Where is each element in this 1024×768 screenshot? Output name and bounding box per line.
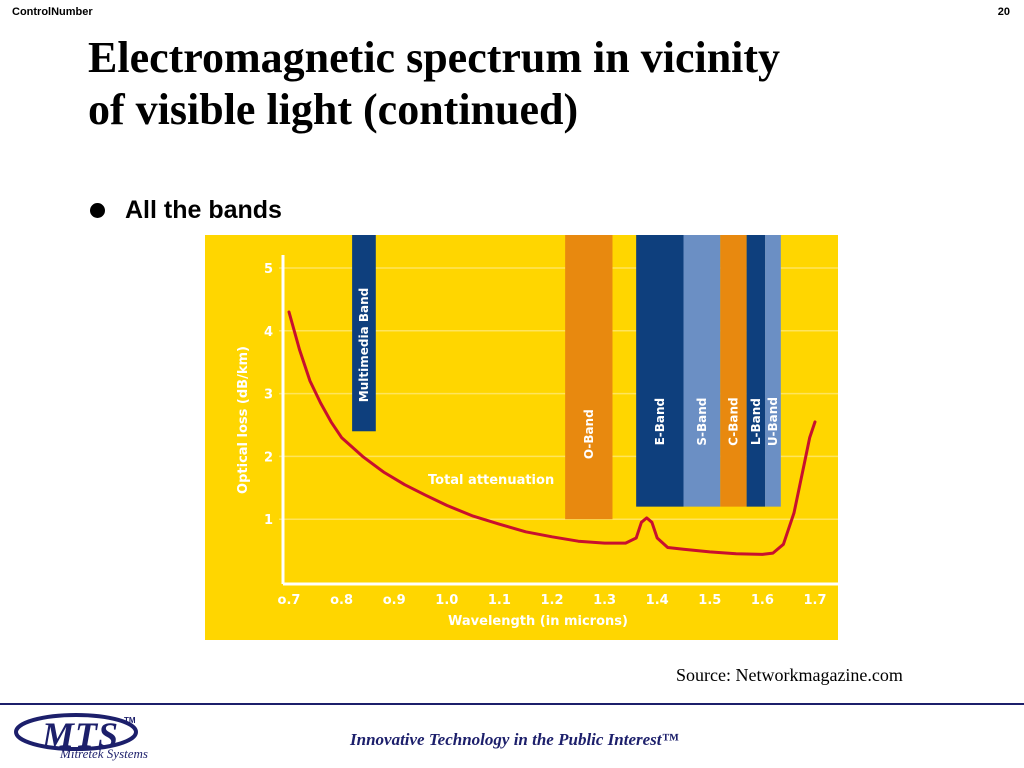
slide-title: Electromagnetic spectrum in vicinity of … (88, 32, 988, 136)
band-layer: Multimedia Band O-Band E-Band S-Band C-Band L… (352, 235, 781, 520)
band-label-2: E-Band (653, 398, 667, 446)
x-tick-label-4: 1.1 (488, 593, 511, 608)
y-tick-label-4: 5 (264, 262, 273, 277)
bullet-dot-icon (90, 203, 105, 218)
x-tick-label-0: o.7 (278, 593, 301, 608)
series-line-0 (287, 310, 817, 556)
footer-tagline: Innovative Technology in the Public Inte… (350, 730, 679, 749)
band-bar-4 (720, 235, 747, 507)
logo-text: MTS (42, 715, 120, 755)
y-tick-label-1: 2 (264, 450, 273, 465)
band-bar-5 (746, 235, 766, 507)
curve-layer (287, 310, 817, 556)
logo-trademark: TM (124, 716, 136, 725)
logo-subtitle: Mitretek Systems (60, 746, 148, 761)
mts-logo: MTS TM Mitretek Systems (14, 710, 164, 762)
band-label-3: S-Band (695, 398, 709, 446)
x-tick-label-3: 1.0 (435, 593, 458, 608)
x-tick-label-5: 1.2 (540, 593, 563, 608)
band-label-1: O-Band (582, 409, 596, 459)
x-tick-label-1: o.8 (330, 593, 353, 608)
band-bar-6 (765, 235, 781, 507)
footer-divider (0, 703, 1024, 705)
slide-title-line2: of visible light (continued) (88, 85, 579, 134)
bullet-item: All the bands (90, 196, 282, 225)
band-label-5: L-Band (749, 398, 763, 445)
tick-layer: o.7 o.8 o.9 1.0 1.1 1.2 1.3 1.4 1.5 1.6 1.7 1 2 3 4 5 (264, 262, 827, 608)
y-tick-label-2: 3 (264, 388, 273, 403)
band-bar-3 (683, 235, 721, 507)
band-bar-2 (636, 235, 684, 507)
x-tick-label-8: 1.5 (698, 593, 721, 608)
x-tick-label-6: 1.3 (593, 593, 616, 608)
band-bar-1 (565, 235, 613, 520)
bullet-text: All the bands (125, 196, 282, 224)
x-tick-label-7: 1.4 (646, 593, 669, 608)
y-tick-label-0: 1 (264, 513, 273, 528)
band-label-4: C-Band (726, 397, 740, 445)
attenuation-chart-svg: Multimedia Band O-Band E-Band S-Band C-Band L… (205, 235, 838, 640)
band-bar-0 (352, 235, 376, 432)
series-label-total-attenuation: Total attenuation (428, 473, 554, 488)
logo-swoosh-icon (14, 713, 138, 751)
attenuation-chart: Multimedia Band O-Band E-Band S-Band C-Band L… (205, 235, 838, 640)
page-number: 20 (997, 6, 1010, 18)
band-label-0: Multimedia Band (357, 288, 371, 402)
x-tick-label-10: 1.7 (803, 593, 826, 608)
x-tick-label-9: 1.6 (751, 593, 774, 608)
control-number-label: ControlNumber (12, 6, 93, 18)
y-tick-label-3: 4 (264, 325, 273, 340)
x-tick-label-2: o.9 (383, 593, 406, 608)
source-citation: Source: Networkmagazine.com (676, 665, 903, 685)
band-label-6: U-Band (766, 397, 780, 446)
y-axis-label: Optical loss (dB/km) (236, 346, 251, 494)
x-axis-label: Wavelength (in microns) (448, 614, 628, 629)
slide-title-line1: Electromagnetic spectrum in vicinity (88, 33, 781, 82)
